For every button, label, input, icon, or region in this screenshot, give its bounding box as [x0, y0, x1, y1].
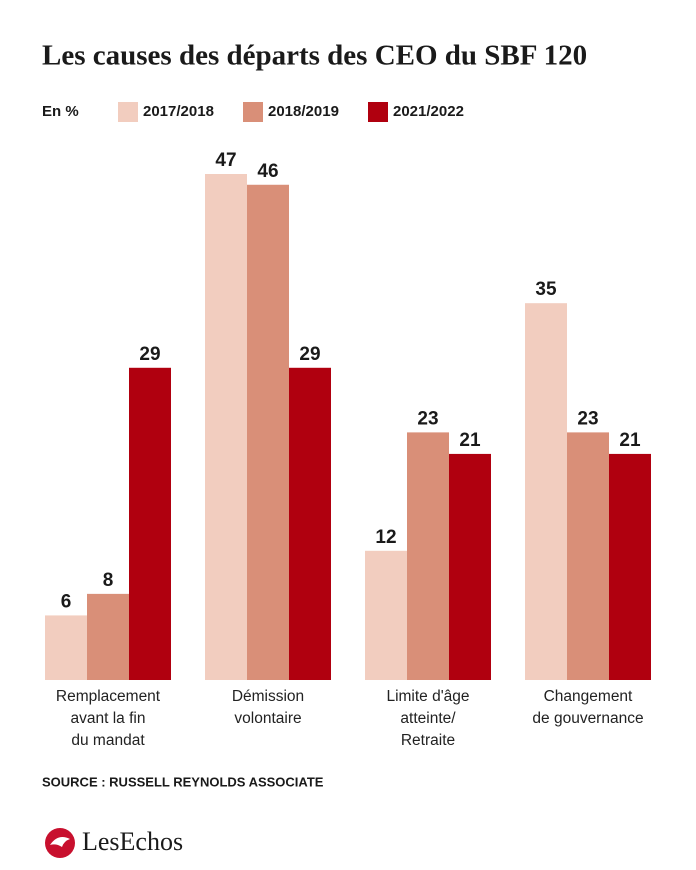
- logo-shape: [50, 837, 70, 847]
- bar: [609, 453, 651, 680]
- value-label: 46: [257, 161, 278, 182]
- bar: [205, 174, 247, 680]
- value-label: 23: [577, 408, 598, 429]
- category-label: Démission: [232, 688, 304, 705]
- value-label: 12: [375, 527, 396, 548]
- unit-label: En %: [42, 103, 79, 120]
- category-label: du mandat: [71, 732, 145, 749]
- brand-name: LesEchos: [82, 827, 183, 856]
- category-label: Changement: [544, 688, 633, 705]
- legend-label: 2021/2022: [393, 103, 464, 120]
- category-label: volontaire: [234, 710, 301, 727]
- value-label: 6: [61, 591, 72, 612]
- category-label: de gouvernance: [532, 710, 643, 727]
- bar: [289, 367, 331, 680]
- bar: [247, 184, 289, 680]
- chart-title: Les causes des départs des CEO du SBF 12…: [42, 40, 587, 72]
- bar: [45, 615, 87, 680]
- value-label: 29: [299, 344, 320, 365]
- bar: [567, 432, 609, 680]
- value-label: 35: [535, 279, 557, 300]
- legend-swatch: [243, 102, 263, 122]
- bar: [525, 303, 567, 680]
- bar: [87, 593, 129, 680]
- bar: [407, 432, 449, 680]
- legend-label: 2018/2019: [268, 103, 339, 120]
- value-label: 47: [215, 150, 236, 171]
- category-label: Retraite: [401, 732, 455, 749]
- bar: [365, 550, 407, 680]
- legend-swatch: [118, 102, 138, 122]
- value-label: 29: [139, 344, 160, 365]
- value-label: 23: [417, 408, 438, 429]
- value-label: 8: [103, 570, 114, 591]
- value-label: 21: [459, 430, 481, 451]
- legend-label: 2017/2018: [143, 103, 214, 120]
- category-label: atteinte/: [400, 710, 456, 727]
- legend-swatch: [368, 102, 388, 122]
- category-label: avant la fin: [71, 710, 146, 727]
- category-label: Limite d'âge: [386, 688, 469, 705]
- bar: [449, 453, 491, 680]
- bar: [129, 367, 171, 680]
- value-label: 21: [619, 430, 641, 451]
- category-label: Remplacement: [56, 688, 161, 705]
- brand-logo: LesEchos: [45, 827, 183, 858]
- source: SOURCE : RUSSELL REYNOLDS ASSOCIATE: [42, 774, 324, 789]
